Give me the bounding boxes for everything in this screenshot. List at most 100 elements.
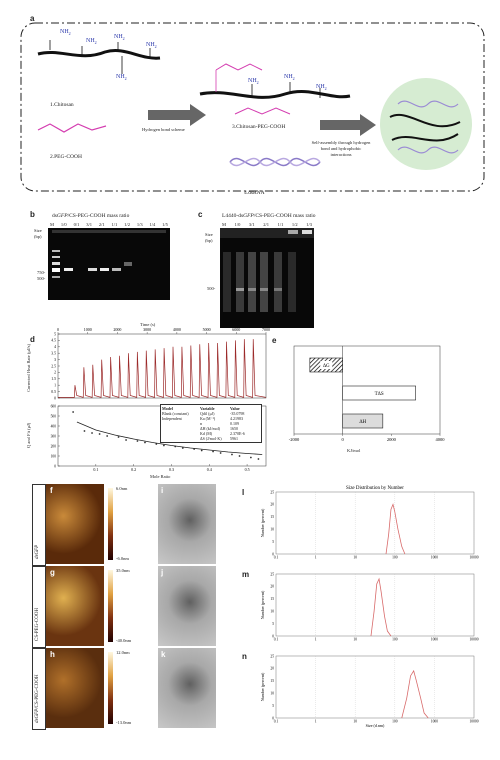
- nh2-label: NH2: [316, 84, 327, 92]
- y-tick-label: 1: [54, 384, 56, 388]
- panel-a-letter: a: [30, 14, 35, 23]
- bar-label: ΔG: [323, 364, 330, 369]
- size-unit: (bp): [205, 238, 213, 243]
- colorbar-min: -13.0nm: [116, 720, 132, 725]
- itc-top-xlabel: Time (s): [140, 322, 156, 327]
- nh2-label: NH2: [248, 78, 259, 86]
- x-tick-label: 0.1: [274, 556, 279, 560]
- sample-label: CS-PEG-COOH: [35, 607, 40, 641]
- panel-b-title: dsGFP/CS-PEG-COOH mass ratio: [52, 213, 130, 219]
- itc-fit-table: Model Variable Value Blank (constant) Qdil (…: [160, 404, 262, 443]
- data-point: [117, 436, 120, 438]
- y-tick-label: 10: [270, 528, 274, 532]
- plot-frame: [293, 345, 441, 435]
- y-tick-label: 300: [51, 434, 57, 438]
- y-tick-label: 5: [272, 622, 274, 626]
- table-cell: Blank (constant): [162, 411, 189, 416]
- sample-label-box: dsGFP/CS-PEG-COOH: [32, 648, 46, 730]
- gel-lane-label: M: [222, 222, 227, 227]
- x-tick-label: 0.4: [207, 467, 212, 472]
- y-tick-label: 3: [54, 358, 56, 362]
- x-tick-label: 0.1: [274, 720, 279, 724]
- gel-b-image: [48, 228, 170, 300]
- panel-letter: j: [161, 568, 164, 577]
- x-tick-label: 0.2: [131, 467, 136, 472]
- sample-label-box: dsGFP: [32, 484, 46, 566]
- bar-label: ΔH: [359, 420, 366, 425]
- afm-image: [46, 648, 104, 728]
- data-point: [106, 435, 109, 437]
- table-row: ΔS (J/mol·K) 5961: [162, 436, 260, 441]
- x-tick-label: 0.1: [274, 638, 279, 642]
- x-tick-label: 4000: [436, 437, 446, 442]
- colorbar-min: -6.0nm: [116, 556, 129, 561]
- y-tick-label: 20: [270, 503, 274, 507]
- y-tick-label: 100: [51, 454, 57, 458]
- nh2-label: NH2: [60, 29, 71, 37]
- table-cell: n: [200, 421, 202, 426]
- data-point: [257, 458, 260, 460]
- x-tick-label: 10000: [470, 638, 479, 642]
- table-cell: ΔS (J/mol·K): [200, 436, 222, 441]
- table-cell: [162, 436, 200, 441]
- data-point: [72, 411, 75, 413]
- cs-peg-chain: [199, 89, 351, 99]
- data-point: [231, 453, 233, 456]
- itc-bottom-xlabel: Mole Ratio: [150, 474, 171, 479]
- arrow-hydrogen-bond: [148, 104, 206, 126]
- gel-lane-label: 1/3: [136, 222, 143, 227]
- data-point: [98, 433, 101, 435]
- y-tick-label: 4.5: [51, 339, 56, 343]
- gel-lane-label: 1/2: [124, 222, 130, 227]
- gel-lane-label: 1/0: [234, 222, 241, 227]
- y-tick-label: 200: [51, 444, 57, 448]
- colorbar-max: 12.0nm: [116, 650, 130, 655]
- colorbar-min: -40.0nm: [116, 638, 132, 643]
- panel-letter: h: [50, 650, 55, 659]
- x-tick-label: -2000: [289, 437, 300, 442]
- y-tick-label: 400: [51, 424, 57, 428]
- data-point: [181, 447, 184, 449]
- table-row: n 0.109: [162, 421, 260, 426]
- afm-image: [46, 484, 104, 564]
- plot-frame: [275, 491, 475, 555]
- gel-lane-label: 1/2: [291, 222, 298, 227]
- x-tick-label: 10000: [470, 720, 479, 724]
- gel-lane-label: 1/0: [60, 222, 67, 227]
- table-cell: 5961: [230, 436, 238, 441]
- size-label: Size: [205, 232, 213, 237]
- y-tick-label: 15: [270, 597, 274, 601]
- table-cell: 1650: [230, 426, 238, 431]
- gel-lane-label: 2/1: [98, 222, 105, 227]
- gel-lane-label: 1/1: [111, 222, 118, 227]
- panel-e-letter: e: [272, 336, 277, 345]
- nh2-label: NH2: [146, 42, 157, 50]
- table-cell: Independent: [162, 416, 182, 421]
- fit-curve: [76, 421, 263, 455]
- arrow2-label: Self-assembly through hydrogen bond and …: [311, 140, 371, 157]
- data-point: [200, 449, 203, 452]
- x-tick-label: 100: [392, 556, 398, 560]
- peg-label: 2.PEG-COOH: [50, 154, 82, 160]
- panel-letter: l: [242, 488, 245, 497]
- table-cell: Kd (M): [200, 431, 213, 436]
- x-tick-label: 2000: [113, 328, 121, 332]
- x-tick-label: 1000: [84, 328, 92, 332]
- table-row: Blank (constant) Qdil (μJ) -35.0798: [162, 411, 260, 416]
- panel-b-letter: b: [30, 210, 35, 219]
- y-axis-label: Number (percent): [260, 508, 265, 537]
- data-point: [162, 444, 165, 447]
- panel-letter: n: [242, 652, 247, 661]
- x-tick-label: 100: [392, 638, 398, 642]
- x-tick-label: 0.5: [245, 467, 250, 472]
- x-tick-label: 5000: [203, 328, 211, 332]
- x-tick-label: 2000: [387, 437, 397, 442]
- x-axis-label: Size (d.nm): [366, 723, 385, 728]
- data-point: [238, 455, 241, 457]
- y-tick-label: 2.5: [51, 364, 56, 368]
- sample-label: dsGFP: [35, 544, 40, 559]
- tem-image: [158, 648, 216, 728]
- y-tick-label: 5: [54, 332, 56, 336]
- nh2-label: NH2: [114, 34, 125, 42]
- x-tick-label: 0: [57, 328, 59, 332]
